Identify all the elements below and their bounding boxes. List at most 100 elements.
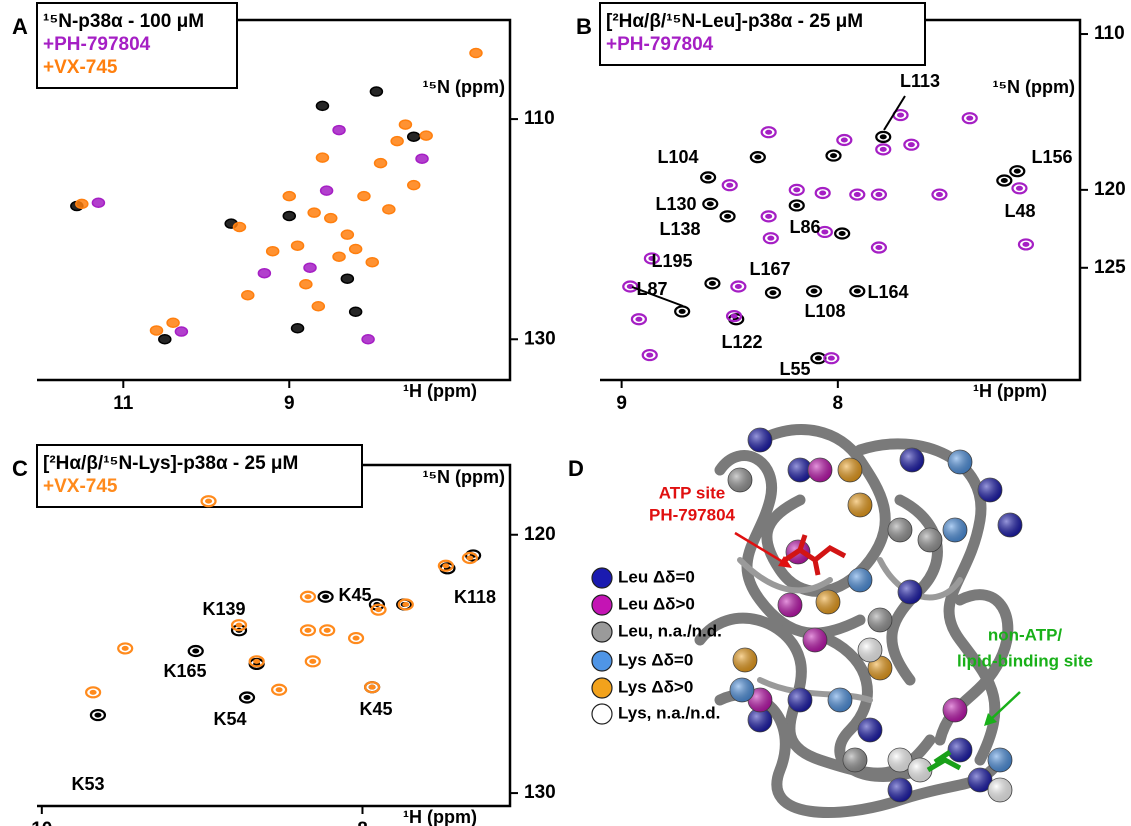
sphere-shade	[788, 688, 812, 712]
peak	[75, 198, 89, 210]
contour	[324, 212, 338, 224]
peak	[406, 131, 421, 142]
contour	[870, 188, 888, 201]
contour	[149, 325, 164, 336]
contour	[814, 355, 822, 361]
peak	[238, 691, 256, 704]
peak-label: L156	[1031, 147, 1072, 167]
peak	[760, 126, 777, 139]
peak	[200, 495, 217, 508]
peak-label: L195	[651, 251, 692, 271]
contour	[875, 192, 883, 198]
contour	[726, 182, 734, 188]
peak	[319, 185, 334, 196]
y-tick-label: 130	[524, 782, 556, 803]
atp-site-label: PH-797804	[649, 505, 736, 524]
panel-letter: B	[576, 14, 592, 39]
contour	[332, 124, 346, 136]
legend-box	[36, 444, 363, 508]
legend-marker	[591, 703, 613, 725]
contour	[340, 229, 355, 240]
contour	[648, 255, 656, 261]
sphere-shade	[848, 568, 872, 592]
peak	[290, 323, 305, 334]
contour	[282, 210, 297, 222]
contour	[702, 197, 719, 210]
peak	[704, 277, 721, 290]
peak	[166, 317, 180, 329]
legend-entry: [²Hα/β/¹⁵N-Lys]-p38α - 25 μM	[43, 453, 298, 474]
contour	[875, 245, 883, 251]
contour	[853, 192, 861, 198]
sphere-shade	[728, 468, 752, 492]
contour	[322, 594, 330, 600]
peak	[931, 188, 948, 201]
x-tick-label: 10	[31, 819, 52, 826]
contour	[935, 192, 943, 198]
legend-entry: +VX-745	[43, 57, 118, 78]
contour	[469, 47, 483, 59]
lipid-arrow	[987, 691, 1021, 723]
peak	[348, 243, 363, 255]
y-tick-label: 125	[1094, 257, 1126, 278]
contour	[630, 313, 648, 326]
sphere-shade	[888, 748, 912, 772]
peak	[461, 551, 479, 565]
peak	[319, 624, 336, 637]
contour	[465, 549, 482, 562]
contour	[760, 210, 777, 223]
sphere-shade	[778, 593, 802, 617]
peak-label: L86	[789, 217, 820, 237]
peak	[357, 190, 371, 202]
sphere-shade	[988, 778, 1012, 802]
legend-label: Lys Δδ=0	[618, 650, 693, 669]
contour	[317, 590, 334, 603]
peak	[332, 124, 346, 136]
peak	[257, 267, 272, 279]
contour	[315, 100, 330, 112]
panel-letter: C	[12, 456, 28, 481]
contour	[419, 130, 433, 141]
contour	[348, 243, 363, 255]
sphere-shade	[868, 608, 892, 632]
legend-marker	[591, 567, 613, 589]
contour	[765, 213, 773, 219]
contour	[370, 603, 387, 616]
contour	[332, 251, 346, 262]
peak	[347, 631, 365, 645]
contour	[875, 143, 892, 156]
contour	[166, 317, 180, 329]
x-tick-label: 9	[284, 393, 295, 414]
contour	[200, 495, 217, 508]
legend-marker	[591, 677, 613, 699]
protein-structure	[694, 424, 1014, 818]
peak	[730, 280, 747, 293]
contour	[823, 352, 840, 365]
contour	[158, 334, 172, 345]
peak	[419, 130, 433, 141]
sphere-shade	[828, 688, 852, 712]
leader-line	[883, 95, 906, 131]
peak	[299, 278, 313, 290]
contour	[678, 308, 686, 314]
contour	[290, 323, 305, 334]
peak-label: L164	[867, 282, 908, 302]
sphere-shade	[948, 738, 972, 762]
contour	[442, 563, 450, 569]
contour	[788, 199, 805, 212]
peak	[836, 133, 853, 147]
contour	[304, 594, 312, 600]
legend-entry: +PH-797804	[43, 34, 151, 55]
axis-frame	[37, 463, 512, 808]
contour	[390, 135, 404, 147]
contour	[243, 695, 251, 700]
sphere-shade	[858, 638, 882, 662]
sphere-shade	[943, 698, 967, 722]
peak	[762, 232, 779, 245]
atp-site-label: ATP site	[659, 483, 725, 502]
contour	[1009, 165, 1026, 178]
lipid-arrowhead	[984, 713, 997, 726]
contour	[821, 229, 829, 235]
contour	[810, 288, 818, 294]
peak	[721, 179, 738, 192]
